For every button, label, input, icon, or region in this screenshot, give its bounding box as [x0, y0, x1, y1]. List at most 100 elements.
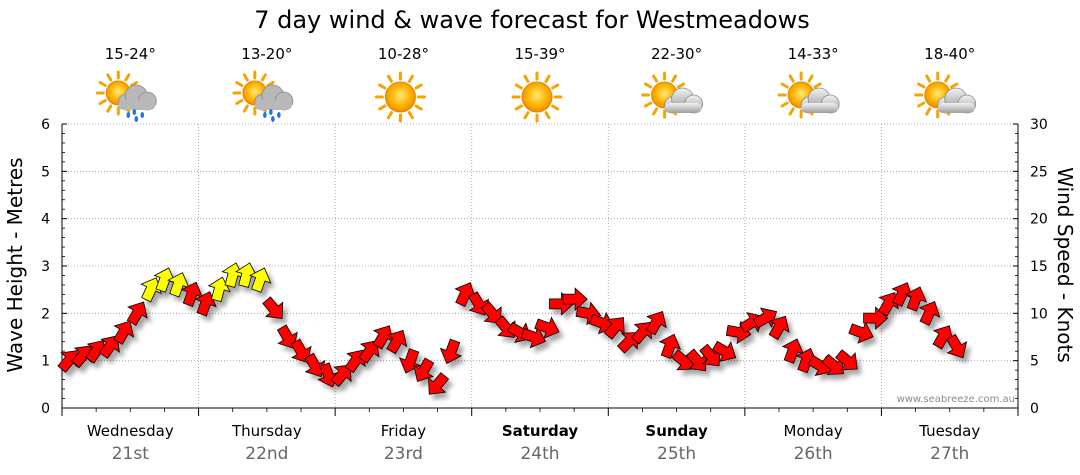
left-tick-label: 0 — [41, 401, 50, 417]
wind-arrow — [848, 321, 874, 344]
temperature-label: 14-33° — [788, 45, 839, 63]
day-date-label: 23rd — [384, 444, 423, 464]
sun-ray — [407, 74, 414, 83]
wind-arrow — [891, 282, 913, 308]
wind-arrow — [113, 320, 135, 345]
wind-arrow — [276, 324, 298, 349]
sun-ray — [523, 74, 530, 83]
sun-ray — [407, 111, 414, 120]
wind-arrow — [454, 282, 476, 308]
wind-arrow — [562, 287, 588, 312]
wind-arrow — [249, 267, 272, 293]
sun-ray — [386, 74, 393, 83]
left-axis-title: Wave Height - Metres — [3, 157, 27, 372]
day-date-label: 21st — [112, 444, 149, 464]
cloud-shape — [800, 87, 840, 114]
sun-ray — [106, 104, 113, 113]
day-name-label: Saturday — [502, 422, 579, 440]
wind-arrow — [262, 296, 284, 320]
cloud-base — [118, 100, 156, 110]
sun-ray — [551, 83, 560, 90]
sun-ray — [242, 73, 249, 82]
rain-drop — [269, 109, 273, 115]
right-tick-label: 15 — [1030, 259, 1048, 275]
day-name-label: Wednesday — [87, 422, 174, 440]
day-date-label: 27th — [930, 444, 969, 464]
rain-drop — [271, 116, 275, 122]
wind-arrow — [235, 262, 259, 288]
left-tick-label: 2 — [41, 306, 50, 322]
sun-ray — [652, 74, 659, 83]
sun-ray — [378, 104, 387, 111]
right-tick-label: 20 — [1030, 212, 1048, 228]
partly-cloudy-icon — [641, 71, 703, 119]
wind-arrow — [372, 325, 394, 350]
sun-ray — [944, 74, 951, 83]
sun-ray — [514, 83, 523, 90]
sun-ray — [925, 74, 932, 83]
sun-ray — [260, 73, 267, 82]
day-labels: Wednesday 21st Thursday 22nd Friday 23rd Satur… — [61, 407, 1019, 464]
wind-arrow — [918, 300, 941, 326]
wind-arrow — [946, 333, 968, 359]
rain-cloud-sun-icon — [95, 70, 157, 122]
sun-ray — [386, 111, 393, 120]
sun-ray — [98, 99, 107, 105]
wind-arrow — [699, 343, 721, 367]
cloud-base — [801, 103, 839, 113]
rain-drop — [277, 112, 281, 118]
sun-ray — [807, 74, 814, 83]
wind-arrow — [167, 272, 190, 298]
gridlines — [62, 123, 1018, 408]
left-tick-label: 5 — [41, 164, 50, 180]
sun-ray — [950, 82, 959, 89]
sun-ray — [235, 99, 244, 105]
rain-drop — [134, 116, 139, 122]
sun-ray — [124, 73, 131, 82]
sun-ray — [644, 82, 653, 89]
sun-ray — [788, 107, 795, 116]
rain-cloud-sun-icon — [232, 70, 294, 122]
sun-ray — [780, 101, 789, 108]
wind-arrow — [439, 338, 463, 364]
sun-ray — [544, 111, 551, 120]
cloud-shape — [117, 84, 157, 111]
wind-arrow — [711, 340, 737, 362]
wind-arrow — [358, 340, 380, 364]
wind-arrow — [304, 352, 326, 378]
daily-temperatures: 15-24° 13-20° 10-28° 15-39° 22-30° 14-33° 18-4… — [105, 45, 976, 63]
partly-cloudy-icon — [777, 71, 840, 119]
wind-arrow — [603, 317, 625, 340]
temperature-label: 10-28° — [378, 45, 429, 63]
wind-arrow — [290, 338, 312, 363]
day-date-label: 26th — [794, 444, 833, 464]
sun-ray — [925, 107, 932, 116]
left-tick-label: 3 — [41, 259, 50, 275]
wind-arrow — [781, 338, 805, 364]
wind-arrow — [904, 286, 927, 312]
sun-ray — [544, 74, 551, 83]
day-name-label: Monday — [784, 422, 843, 440]
sun-ray — [652, 107, 659, 116]
partly-cloudy-icon — [914, 71, 977, 119]
temperature-label: 15-24° — [105, 45, 156, 63]
sun-ray — [414, 83, 423, 90]
sun-ray — [106, 73, 113, 82]
rain-drops — [263, 109, 281, 122]
left-tick-label: 6 — [41, 117, 50, 133]
wind-arrow — [386, 329, 408, 355]
sun-ray — [378, 83, 387, 90]
right-tick-label: 30 — [1030, 117, 1048, 133]
sun-ray — [917, 82, 926, 89]
rain-drop — [140, 112, 145, 118]
cloud-shape — [664, 87, 703, 114]
sun-icon — [511, 71, 563, 123]
sun-rays — [511, 71, 563, 123]
cloud-base — [254, 100, 292, 110]
sun-ray — [414, 104, 423, 111]
wind-arrow — [534, 316, 560, 339]
wind-arrow — [153, 267, 176, 293]
sun-ray — [98, 81, 107, 87]
wind-arrows — [57, 262, 968, 395]
